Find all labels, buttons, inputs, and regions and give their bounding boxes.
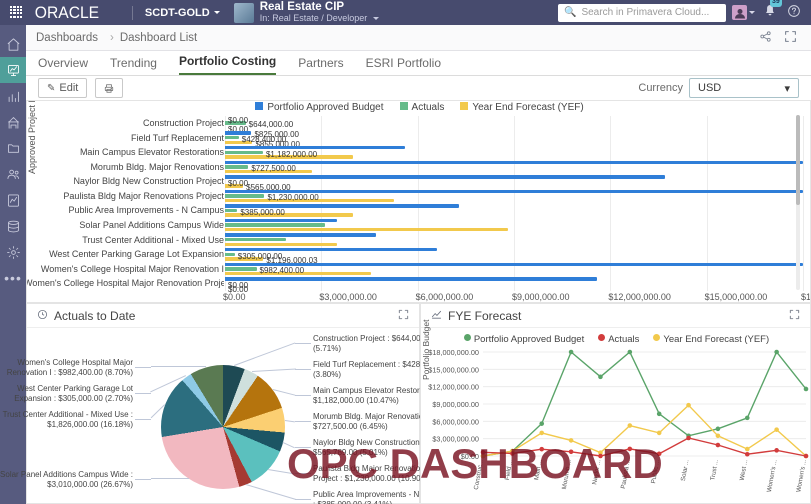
svg-text:Morumb ...: Morumb ... (561, 459, 573, 490)
svg-text:Paulista ...: Paulista ... (620, 459, 632, 489)
svg-text:Naylor ...: Naylor ... (591, 459, 602, 485)
svg-text:$6,000,000.00: $6,000,000.00 (432, 417, 479, 426)
svg-text:Construc...: Construc... (473, 459, 485, 490)
svg-text:$0.00: $0.00 (461, 452, 479, 461)
svg-text:Trust ...: Trust ... (709, 459, 720, 481)
svg-text:West ...: West ... (739, 459, 750, 481)
svg-text:Field ...: Field ... (504, 459, 515, 481)
svg-text:Women's ...: Women's ... (795, 459, 808, 493)
svg-text:$15,000,000.00: $15,000,000.00 (428, 365, 479, 374)
svg-text:Main ...: Main ... (533, 459, 544, 481)
svg-text:Solar ...: Solar ... (680, 459, 691, 482)
svg-text:Public ...: Public ... (650, 459, 661, 484)
svg-text:$3,000,000.00: $3,000,000.00 (432, 435, 479, 444)
svg-text:$18,000,000.00: $18,000,000.00 (428, 348, 479, 357)
svg-text:Women's ...: Women's ... (766, 459, 779, 493)
svg-text:$12,000,000.00: $12,000,000.00 (428, 383, 479, 392)
svg-text:$9,000,000.00: $9,000,000.00 (432, 400, 479, 409)
